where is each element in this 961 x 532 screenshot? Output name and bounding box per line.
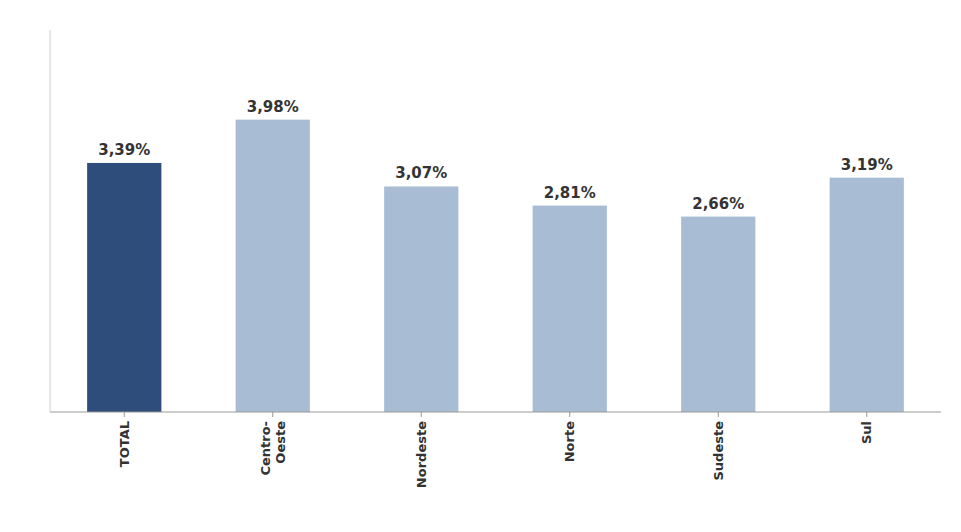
x-tick [718,412,719,417]
chart-container: 3,39% 3,98% 3,07% 2,81% 2,66% 3,19% TOTAL Centr… [0,0,961,532]
x-tick-label: Sul [859,421,874,444]
bar [681,217,755,412]
x-tick-label-group: TOTAL [117,421,132,467]
x-tick-label-group: Centro-Oeste [258,421,288,476]
data-label: 3,39% [98,141,150,159]
x-tick-label-group: Sul [859,421,874,444]
bar [533,206,607,412]
bar [384,186,458,412]
y-axis-line [50,30,51,412]
x-tick-label-group: Nordeste [414,421,429,488]
x-tick-label: Nordeste [414,421,429,488]
x-tick-label-group: Norte [562,421,577,462]
data-label: 3,07% [395,164,447,182]
x-tick-label: Sudeste [711,421,726,481]
x-tick [421,412,422,417]
bar [87,163,161,412]
x-tick-label-group: Sudeste [711,421,726,481]
x-tick [124,412,125,417]
data-label: 3,98% [247,98,299,116]
bars [87,120,904,412]
chart: 3,39% 3,98% 3,07% 2,81% 2,66% 3,19% TOTAL Centr… [0,0,961,532]
x-axis-line [50,412,941,413]
bar [830,178,904,412]
x-tick [569,412,570,417]
x-tick-label: TOTAL [117,421,132,467]
x-tick [272,412,273,417]
bar [236,120,310,412]
data-label: 2,66% [692,195,744,213]
data-label: 2,81% [544,184,596,202]
x-tick [866,412,867,417]
x-tick-label: Centro-Oeste [258,421,288,476]
data-label: 3,19% [841,156,893,174]
x-tick-label: Norte [562,421,577,462]
